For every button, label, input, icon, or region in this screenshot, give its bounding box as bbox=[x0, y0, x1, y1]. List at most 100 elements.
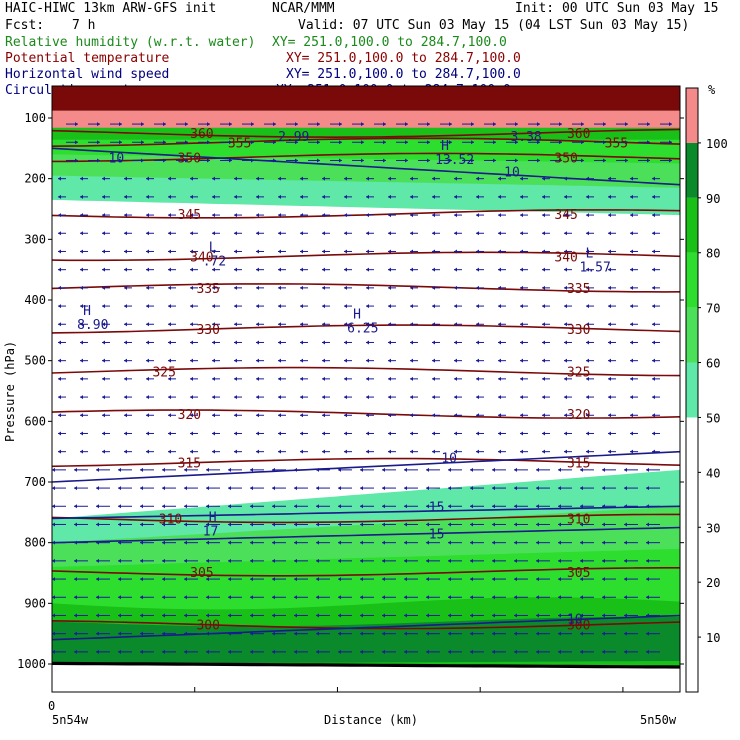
vector-head bbox=[382, 595, 385, 600]
vector-head bbox=[542, 231, 545, 236]
vector-head bbox=[410, 249, 413, 254]
vector-head bbox=[228, 613, 231, 618]
vector-head bbox=[80, 267, 83, 272]
vector-head bbox=[476, 395, 479, 400]
vector-head bbox=[251, 140, 254, 145]
vector-head bbox=[498, 231, 501, 236]
vector-head bbox=[278, 213, 281, 218]
vector-head bbox=[184, 595, 187, 600]
vector-head bbox=[454, 395, 457, 400]
vector-head bbox=[184, 540, 187, 545]
vector-head bbox=[168, 376, 171, 381]
vector-head bbox=[405, 122, 408, 127]
vector-head bbox=[256, 249, 259, 254]
vector-head bbox=[432, 376, 435, 381]
theta-label-335: 335 bbox=[196, 282, 219, 297]
vector-head bbox=[652, 194, 655, 199]
vector-head bbox=[625, 140, 628, 145]
vector-head bbox=[294, 631, 297, 636]
colorbar-swatch bbox=[686, 252, 698, 308]
vector-head bbox=[212, 376, 215, 381]
vector-head bbox=[118, 595, 121, 600]
vector-head bbox=[410, 413, 413, 418]
vector-head bbox=[278, 358, 281, 363]
vector-head bbox=[646, 504, 649, 509]
vector-head bbox=[52, 595, 55, 600]
vector-head bbox=[316, 522, 319, 527]
vector-head bbox=[168, 322, 171, 327]
vector-head bbox=[212, 285, 215, 290]
vector-head bbox=[52, 504, 55, 509]
vector-head bbox=[586, 340, 589, 345]
vector-head bbox=[168, 431, 171, 436]
vector-head bbox=[498, 267, 501, 272]
vector-head bbox=[492, 504, 495, 509]
vector-head bbox=[432, 322, 435, 327]
vector-head bbox=[652, 449, 655, 454]
vector-head bbox=[558, 540, 561, 545]
vector-head bbox=[58, 267, 61, 272]
theta-label-310: 310 bbox=[159, 512, 182, 527]
vector-head bbox=[366, 267, 369, 272]
vector-head bbox=[322, 431, 325, 436]
vector-head bbox=[382, 486, 385, 491]
vector-head bbox=[344, 176, 347, 181]
vector-head bbox=[404, 631, 407, 636]
vector-head bbox=[124, 176, 127, 181]
vector-head bbox=[80, 304, 83, 309]
vector-head bbox=[212, 449, 215, 454]
vector-head bbox=[190, 194, 193, 199]
vector-head bbox=[608, 395, 611, 400]
vector-head bbox=[410, 449, 413, 454]
vector-head bbox=[234, 413, 237, 418]
vector-head bbox=[190, 176, 193, 181]
vector-head bbox=[454, 267, 457, 272]
vector-head bbox=[448, 467, 451, 472]
vector-head bbox=[344, 213, 347, 218]
theta-label-315: 315 bbox=[178, 457, 201, 472]
vector-head bbox=[536, 577, 539, 582]
vector-head bbox=[228, 558, 231, 563]
y-tick-label: 200 bbox=[24, 172, 46, 186]
vector-head bbox=[58, 413, 61, 418]
vector-head bbox=[228, 649, 231, 654]
vector-head bbox=[294, 595, 297, 600]
vector-head bbox=[646, 649, 649, 654]
vector-head bbox=[586, 213, 589, 218]
vector-head bbox=[96, 558, 99, 563]
vector-head bbox=[410, 213, 413, 218]
vector-head bbox=[646, 613, 649, 618]
vector-head bbox=[630, 358, 633, 363]
vector-head bbox=[432, 267, 435, 272]
vector-head bbox=[542, 413, 545, 418]
extremum-value: 1.57 bbox=[580, 261, 611, 276]
vector-head bbox=[185, 122, 188, 127]
vector-head bbox=[300, 358, 303, 363]
vector-head bbox=[316, 577, 319, 582]
vector-head bbox=[228, 577, 231, 582]
vector-head bbox=[316, 486, 319, 491]
y-tick-label: 100 bbox=[24, 111, 46, 125]
vector-head bbox=[388, 376, 391, 381]
vector-head bbox=[498, 395, 501, 400]
vector-head bbox=[102, 358, 105, 363]
vector-head bbox=[520, 322, 523, 327]
vector-head bbox=[537, 158, 540, 163]
vector-head bbox=[294, 522, 297, 527]
vector-head bbox=[229, 158, 232, 163]
vector-head bbox=[432, 285, 435, 290]
vector-head bbox=[520, 231, 523, 236]
vector-head bbox=[272, 540, 275, 545]
vector-head bbox=[498, 304, 501, 309]
vector-head bbox=[564, 358, 567, 363]
vector-head bbox=[476, 358, 479, 363]
vector-head bbox=[256, 413, 259, 418]
vector-head bbox=[449, 122, 452, 127]
vector-head bbox=[168, 249, 171, 254]
vector-head bbox=[360, 486, 363, 491]
vector-head bbox=[206, 595, 209, 600]
vector-head bbox=[542, 176, 545, 181]
vector-head bbox=[140, 540, 143, 545]
vector-head bbox=[388, 194, 391, 199]
